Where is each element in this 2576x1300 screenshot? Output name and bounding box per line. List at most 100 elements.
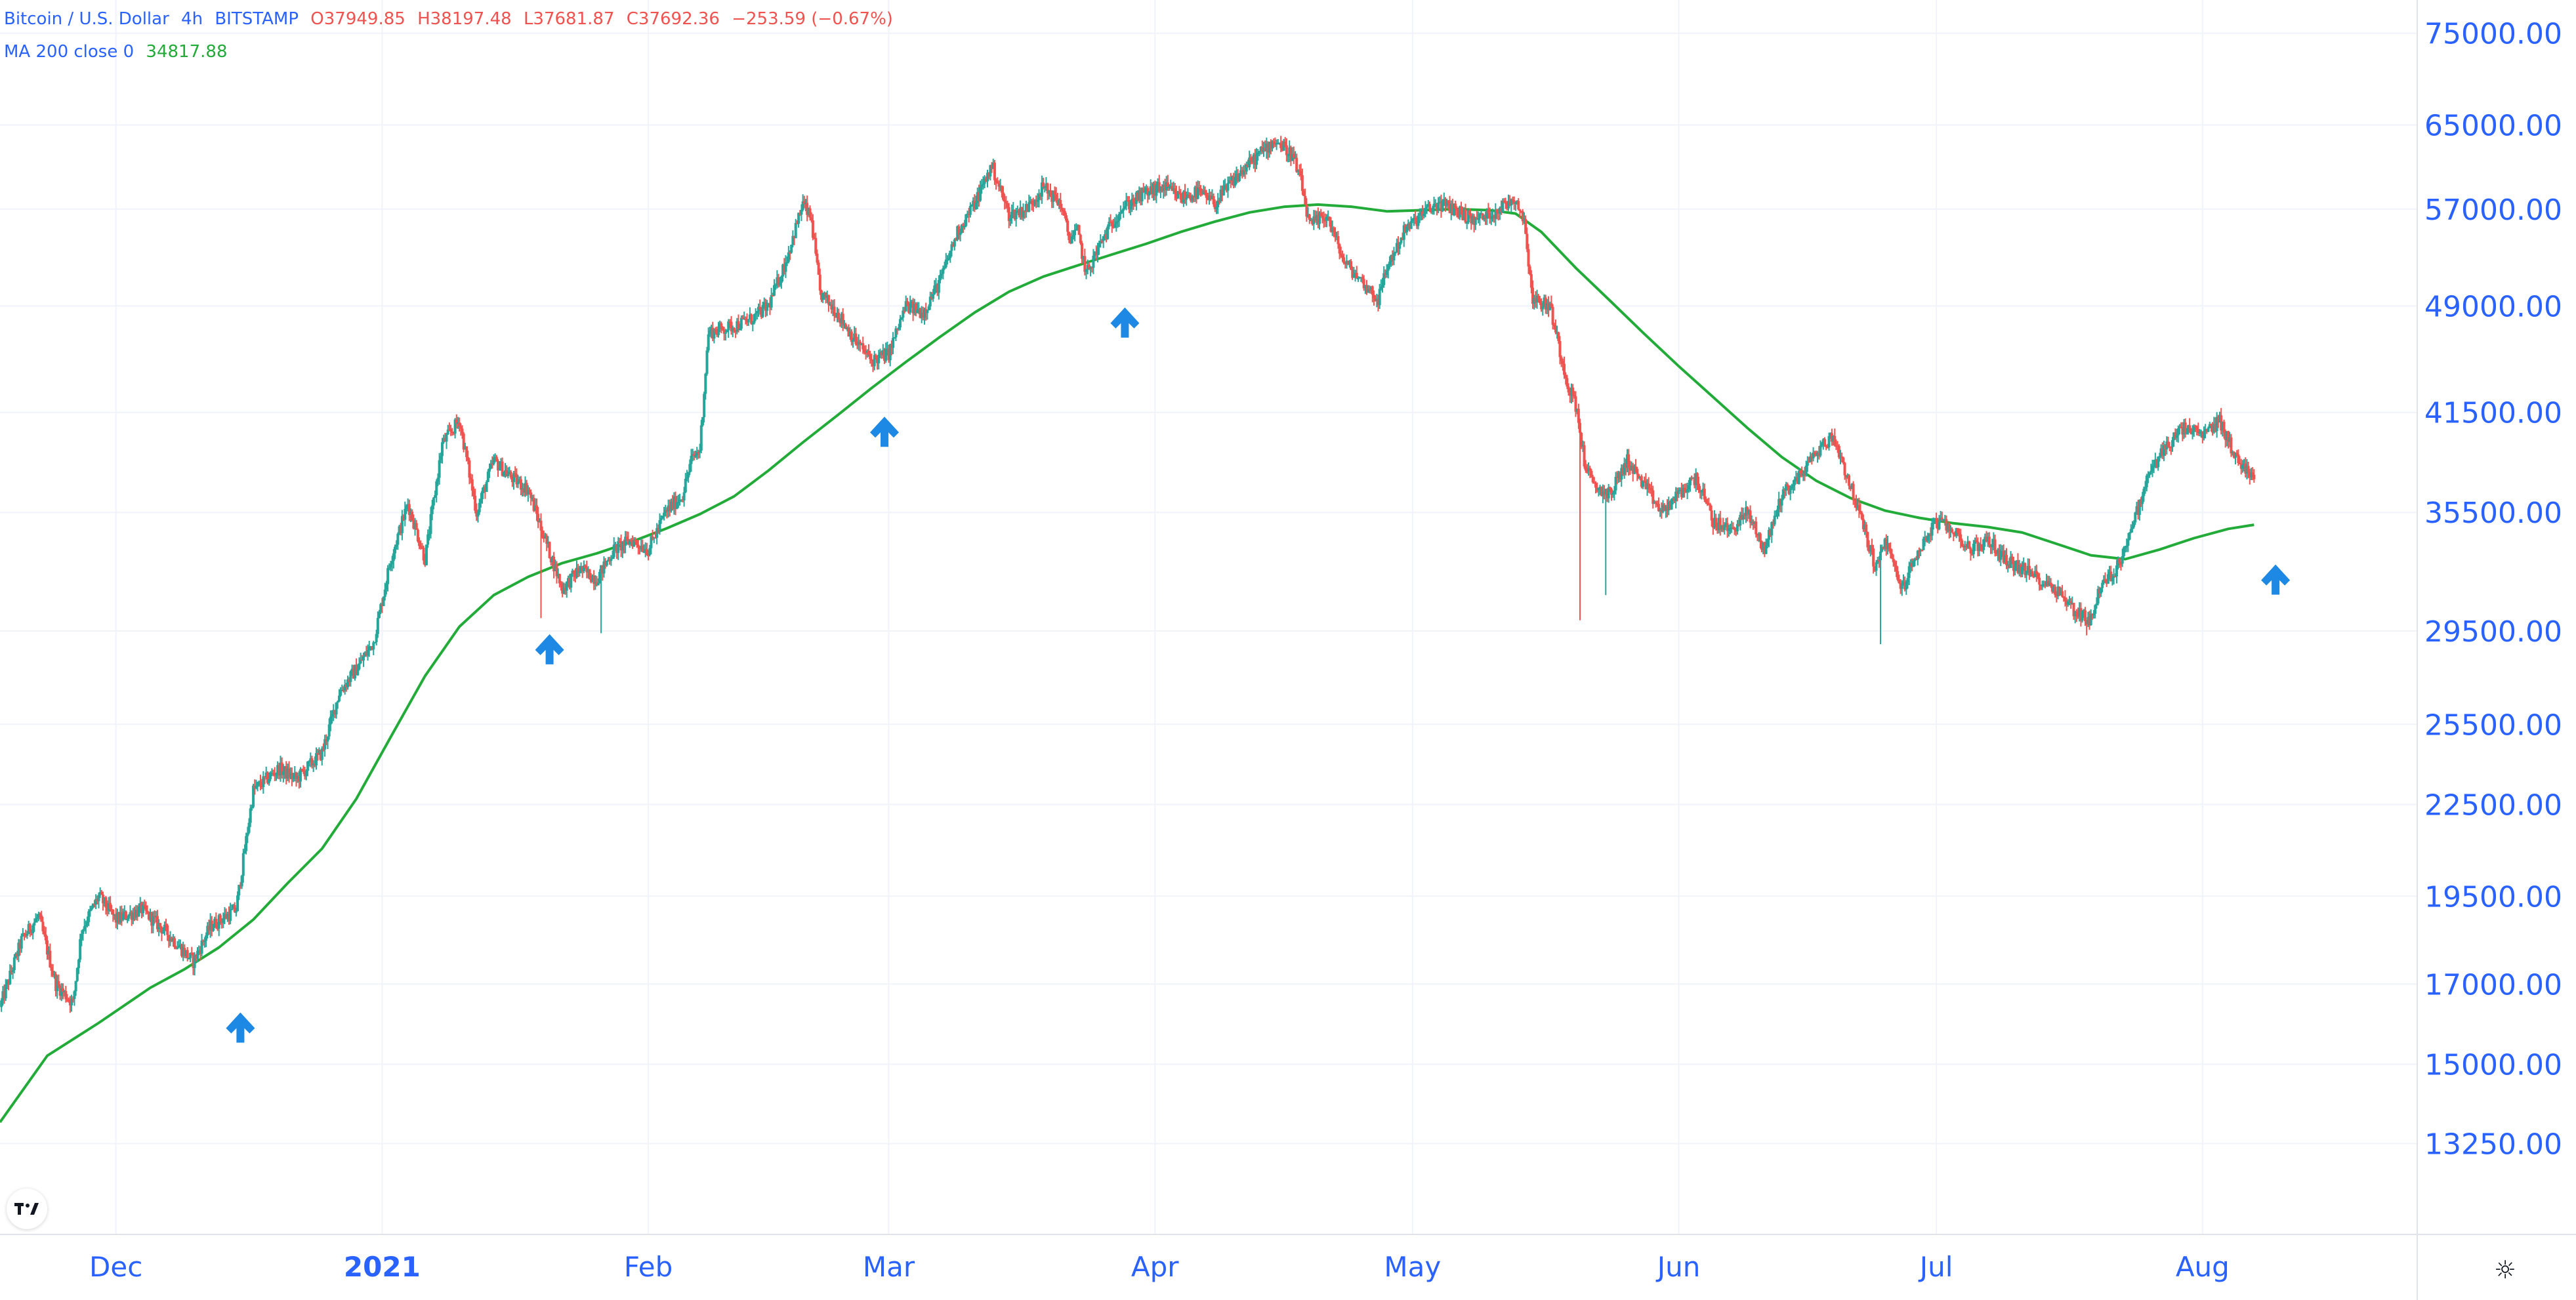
candle-body xyxy=(147,912,150,920)
candle-body xyxy=(2228,437,2232,442)
candle-body xyxy=(498,468,501,471)
candle-body xyxy=(1367,289,1370,293)
candle-body xyxy=(2124,546,2127,548)
candle-body xyxy=(2233,453,2237,458)
candle-body xyxy=(57,981,60,986)
candle-body xyxy=(2111,577,2114,582)
candle-body xyxy=(911,301,915,314)
candle-body xyxy=(1533,297,1536,304)
candle-body xyxy=(1780,498,1783,506)
price-axis[interactable]: 75000.0065000.0057000.0049000.0041500.00… xyxy=(2417,0,2576,1300)
candle-body xyxy=(1823,439,1826,446)
candle-body xyxy=(986,173,989,182)
candle-body xyxy=(1494,209,1497,219)
candle-body xyxy=(170,937,173,942)
candle-body xyxy=(131,912,135,920)
candle-body xyxy=(1360,277,1363,279)
candle-body xyxy=(306,761,309,771)
candle-body xyxy=(837,312,841,320)
candle-body xyxy=(232,904,235,909)
candle-body xyxy=(1820,443,1823,446)
candle-body xyxy=(1150,186,1153,195)
candle-body xyxy=(1574,396,1577,412)
candle-body xyxy=(1425,207,1428,209)
candle-body xyxy=(768,303,772,308)
candle-body xyxy=(840,314,843,323)
candle-body xyxy=(1108,222,1111,227)
candle-body xyxy=(1174,193,1178,199)
candle-body xyxy=(1720,525,1723,530)
tradingview-logo-icon[interactable] xyxy=(7,1188,47,1229)
candle-body xyxy=(1500,207,1503,213)
candle-body xyxy=(1961,540,1964,546)
candle-body xyxy=(436,477,440,481)
candle-body xyxy=(469,477,472,479)
candle-body xyxy=(1511,199,1514,201)
candle-body xyxy=(1368,289,1371,291)
candle-body xyxy=(2101,582,2104,588)
candle-body xyxy=(1440,201,1443,211)
candle-body xyxy=(688,464,692,473)
candle-body xyxy=(1770,522,1774,536)
settings-gear-icon[interactable]: ☼ xyxy=(2493,1255,2517,1284)
ma-legend[interactable]: MA 200 close 0 34817.88 xyxy=(4,42,234,62)
candle-body xyxy=(983,178,986,184)
candle-body xyxy=(1984,537,1987,540)
time-tick-label: Aug xyxy=(2176,1251,2230,1283)
candle-body xyxy=(5,981,9,985)
candle-body xyxy=(1535,295,1539,302)
candle-body xyxy=(1285,145,1288,155)
candle-body xyxy=(682,492,686,500)
time-axis[interactable]: Dec 2021 Feb Mar Apr May Jun Jul Aug xyxy=(0,1234,2576,1283)
candle-body xyxy=(1218,200,1221,202)
candle-body xyxy=(316,753,320,755)
candle-body xyxy=(2158,456,2161,458)
candle-body xyxy=(1390,255,1393,262)
candle-body xyxy=(247,823,251,833)
candle-body xyxy=(713,329,716,339)
candle-body xyxy=(669,502,673,511)
candle-body xyxy=(2085,621,2088,624)
candle-body xyxy=(1005,201,1008,203)
candle-body xyxy=(56,981,59,991)
candle-body xyxy=(530,492,533,498)
candle-body xyxy=(1176,192,1180,199)
candle-body xyxy=(1119,213,1122,214)
candle-body xyxy=(323,739,327,750)
legend-interval[interactable]: 4h xyxy=(181,9,203,29)
candle-body xyxy=(2038,577,2041,585)
candle-body xyxy=(957,226,961,235)
candle-body xyxy=(2005,554,2008,565)
candle-body xyxy=(1236,174,1239,181)
candle-body xyxy=(508,472,511,474)
candle-body xyxy=(452,432,455,434)
candle-body xyxy=(453,419,457,434)
candle-body xyxy=(1613,490,1616,493)
candle-body xyxy=(2016,560,2020,573)
candle-body xyxy=(2185,432,2188,434)
candle-body xyxy=(1589,468,1592,471)
candle-body xyxy=(318,750,321,754)
candle-body xyxy=(1503,201,1506,203)
candle-body xyxy=(2121,556,2124,564)
candle-body xyxy=(129,912,132,915)
legend-exchange: BITSTAMP xyxy=(215,9,299,29)
candle-body xyxy=(1758,533,1762,542)
candle-body xyxy=(1842,457,1845,463)
candle-body xyxy=(767,303,770,305)
candle-body xyxy=(40,915,43,922)
candle-body xyxy=(1149,186,1152,192)
legend-symbol[interactable]: Bitcoin / U.S. Dollar xyxy=(4,9,169,29)
candle-body xyxy=(1271,141,1274,149)
candle-body xyxy=(512,473,516,483)
candle-body xyxy=(521,488,524,490)
candle-body xyxy=(1006,203,1009,207)
candle-body xyxy=(1146,188,1150,196)
candle-body xyxy=(2018,565,2021,573)
candle-body xyxy=(309,758,312,762)
candle-body xyxy=(1617,472,1620,478)
candle-body xyxy=(182,948,185,956)
candle-body xyxy=(545,535,549,544)
candle-body xyxy=(1403,225,1407,233)
